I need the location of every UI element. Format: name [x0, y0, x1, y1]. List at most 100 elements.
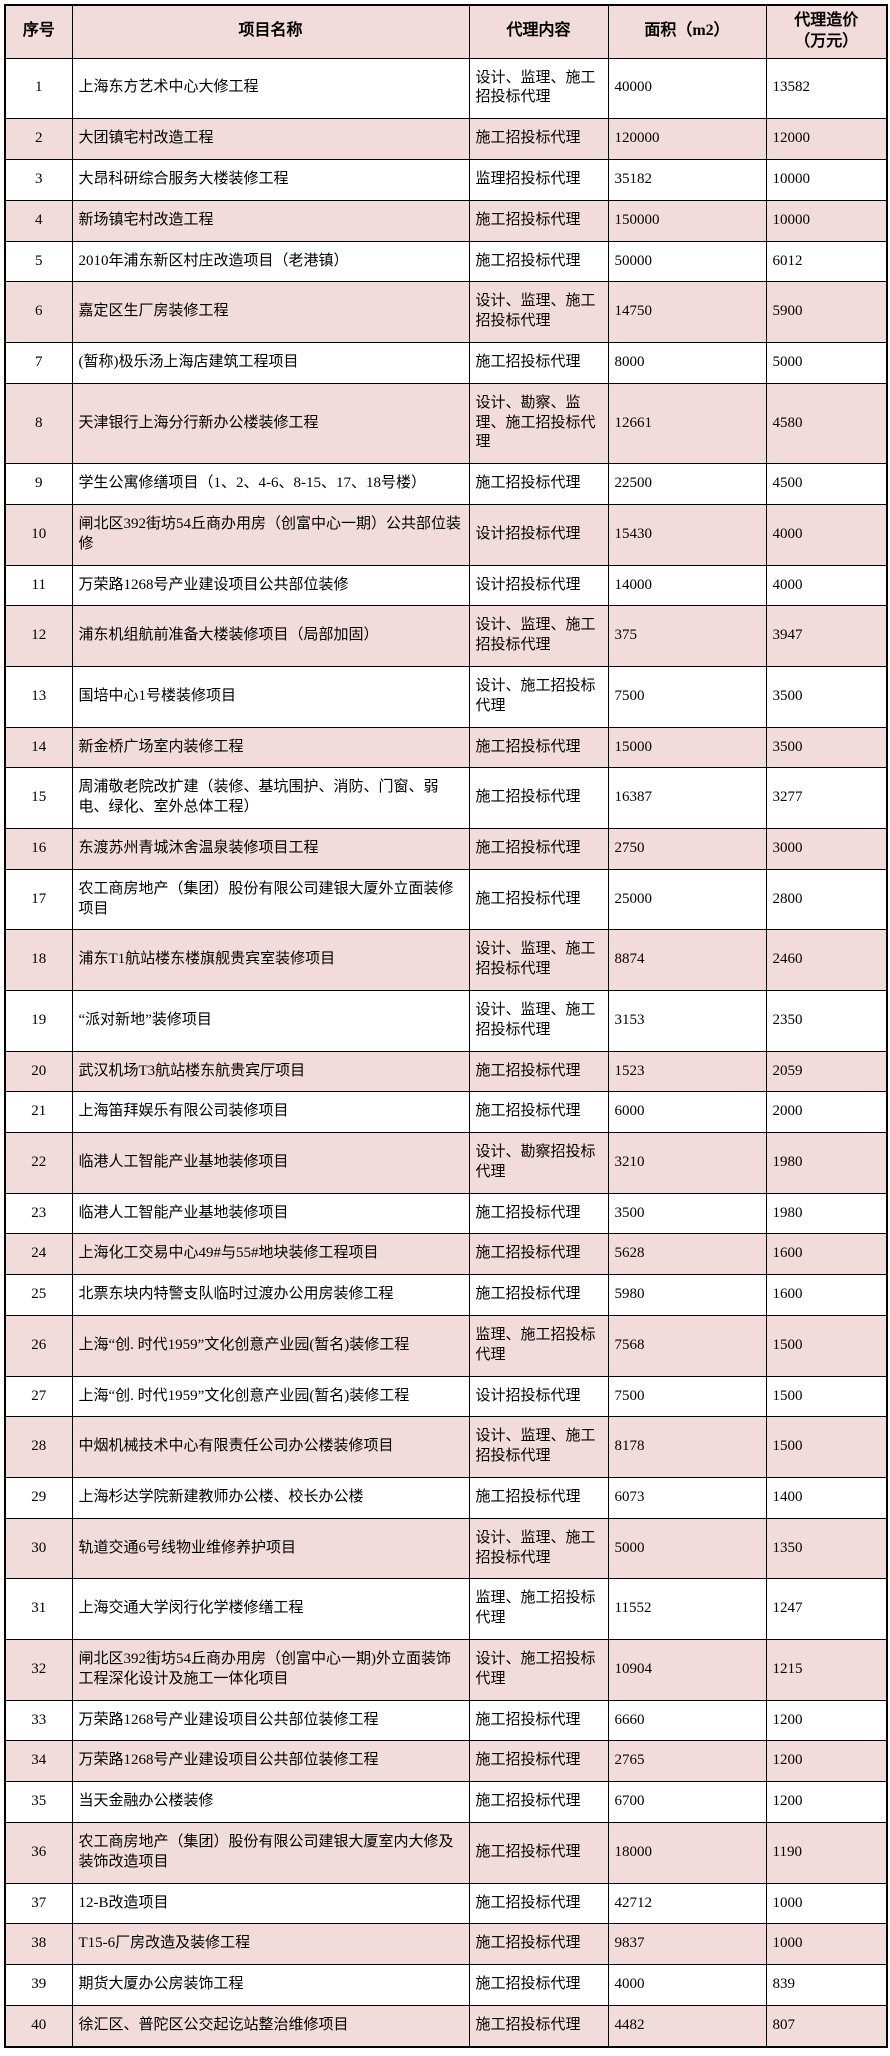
- cell-area: 14000: [607, 564, 767, 607]
- cell-agency: 监理、施工招投标代理: [468, 1578, 609, 1641]
- cell-no: 19: [4, 989, 73, 1052]
- cell-no: 21: [4, 1091, 73, 1134]
- cell-name: 万荣路1268号产业建设项目公共部位装修: [71, 564, 470, 607]
- cell-no: 40: [4, 2005, 73, 2048]
- cell-cost: 6012: [765, 240, 888, 283]
- cell-cost: 5900: [765, 281, 888, 343]
- cell-cost: 4500: [765, 463, 888, 505]
- cell-no: 4: [4, 199, 73, 242]
- cell-name: 上海笛拜娱乐有限公司装修项目: [71, 1091, 470, 1134]
- cell-area: 2750: [607, 827, 767, 870]
- cell-area: 7500: [607, 665, 767, 728]
- cell-cost: 2350: [765, 989, 888, 1052]
- cell-no: 20: [4, 1050, 73, 1093]
- cell-area: 6000: [607, 1091, 767, 1134]
- cell-agency: 设计、监理、施工招投标代理: [468, 1517, 609, 1580]
- cell-cost: 1500: [765, 1375, 888, 1418]
- cell-agency: 监理、施工招投标代理: [468, 1315, 609, 1377]
- cell-cost: 2000: [765, 1091, 888, 1134]
- table-row: 39 期货大厦办公房装饰工程 施工招投标代理 4000 839: [4, 1964, 888, 2007]
- table-row: 26 上海“创. 时代1959”文化创意产业园(暂名)装修工程 监理、施工招投标代理…: [4, 1315, 888, 1377]
- table-row: 8 天津银行上海分行新办公楼装修工程 设计、勘察、监理、施工招投标代理 12661 45…: [4, 382, 888, 465]
- table-row: 10 闸北区392街坊54丘商办用房（创富中心一期）公共部位装修 设计招投标代理 15…: [4, 503, 888, 566]
- cell-no: 2: [4, 118, 73, 160]
- table-row: 29 上海杉达学院新建教师办公楼、校长办公楼 施工招投标代理 6073 1400: [4, 1477, 888, 1519]
- cell-name: 万荣路1268号产业建设项目公共部位装修工程: [71, 1699, 470, 1742]
- cell-agency: 施工招投标代理: [468, 118, 609, 160]
- table-row: 36 农工商房地产（集团）股份有限公司建银大厦室内大修及装饰改造项目 施工招投标代理…: [4, 1822, 888, 1884]
- cell-name: 期货大厦办公房装饰工程: [71, 1964, 470, 2007]
- cell-no: 6: [4, 281, 73, 343]
- cell-cost: 10000: [765, 199, 888, 242]
- cell-area: 8874: [607, 929, 767, 991]
- cell-name: 新场镇宅村改造工程: [71, 199, 470, 242]
- cell-name: 东渡苏州青城沐舍温泉装修项目工程: [71, 827, 470, 870]
- cell-no: 18: [4, 929, 73, 991]
- cell-agency: 设计招投标代理: [468, 564, 609, 607]
- cell-name: 武汉机场T3航站楼东航贵宾厅项目: [71, 1050, 470, 1093]
- table-row: 40 徐汇区、普陀区公交起讫站整治维修项目 施工招投标代理 4482 807: [4, 2005, 888, 2048]
- cell-agency: 施工招投标代理: [468, 341, 609, 384]
- cell-agency: 施工招投标代理: [468, 1781, 609, 1824]
- cell-no: 15: [4, 767, 73, 829]
- cell-agency: 设计、监理、施工招投标代理: [468, 605, 609, 667]
- cell-name: 周浦敬老院改扩建（装修、基坑围护、消防、门窗、弱电、绿化、室外总体工程）: [71, 767, 470, 829]
- cell-area: 6660: [607, 1699, 767, 1742]
- cell-name: 上海东方艺术中心大修工程: [71, 57, 470, 120]
- cell-cost: 13582: [765, 57, 888, 120]
- cell-cost: 3947: [765, 605, 888, 667]
- cell-cost: 3277: [765, 767, 888, 829]
- cell-cost: 3000: [765, 827, 888, 870]
- projects-table: 序号 项目名称 代理内容 面积（m2） 代理造价 （万元） 1 上海东方艺术中心大修工程设…: [4, 4, 888, 2048]
- cell-no: 31: [4, 1578, 73, 1641]
- cell-name: 浦东T1航站楼东楼旗舰贵宾室装修项目: [71, 929, 470, 991]
- cell-no: 35: [4, 1781, 73, 1824]
- table-row: 33 万荣路1268号产业建设项目公共部位装修工程 施工招投标代理 6660 1200: [4, 1699, 888, 1742]
- cell-agency: 施工招投标代理: [468, 240, 609, 283]
- cell-area: 3500: [607, 1192, 767, 1235]
- cell-agency: 设计、勘察招投标代理: [468, 1132, 609, 1194]
- cell-area: 5980: [607, 1274, 767, 1317]
- cell-no: 27: [4, 1375, 73, 1418]
- cell-cost: 1000: [765, 1923, 888, 1966]
- cell-area: 2765: [607, 1740, 767, 1783]
- table-row: 1 上海东方艺术中心大修工程 设计、监理、施工招投标代理 40000 13582: [4, 57, 888, 120]
- column-header-cost: 代理造价 （万元）: [765, 4, 888, 59]
- table-row: 6 嘉定区生厂房装修工程 设计、监理、施工招投标代理 14750 5900: [4, 281, 888, 343]
- table-row: 27 上海“创. 时代1959”文化创意产业园(暂名)装修工程 设计招投标代理 750…: [4, 1375, 888, 1418]
- cell-name: 当天金融办公楼装修: [71, 1781, 470, 1824]
- cell-no: 32: [4, 1639, 73, 1701]
- cell-no: 34: [4, 1740, 73, 1783]
- table-row: 17 农工商房地产（集团）股份有限公司建银大厦外立面装修项目 施工招投标代理 2500…: [4, 868, 888, 931]
- cell-name: 北票东块内特警支队临时过渡办公用房装修工程: [71, 1274, 470, 1317]
- cell-cost: 1600: [765, 1274, 888, 1317]
- cell-cost: 1200: [765, 1699, 888, 1742]
- cell-agency: 施工招投标代理: [468, 1050, 609, 1093]
- cell-no: 26: [4, 1315, 73, 1377]
- cell-agency: 施工招投标代理: [468, 868, 609, 931]
- cell-cost: 4000: [765, 564, 888, 607]
- cell-no: 33: [4, 1699, 73, 1742]
- cell-agency: 施工招投标代理: [468, 1882, 609, 1925]
- header-row: 序号 项目名称 代理内容 面积（m2） 代理造价 （万元）: [4, 4, 888, 59]
- cell-cost: 1215: [765, 1639, 888, 1701]
- cell-name: 大昂科研综合服务大楼装修工程: [71, 158, 470, 201]
- cell-cost: 4580: [765, 382, 888, 465]
- cell-cost: 1400: [765, 1477, 888, 1519]
- cell-cost: 2059: [765, 1050, 888, 1093]
- cell-cost: 807: [765, 2005, 888, 2048]
- cell-no: 16: [4, 827, 73, 870]
- cell-name: 临港人工智能产业基地装修项目: [71, 1132, 470, 1194]
- cell-agency: 施工招投标代理: [468, 726, 609, 769]
- cell-name: 上海“创. 时代1959”文化创意产业园(暂名)装修工程: [71, 1375, 470, 1418]
- cell-area: 50000: [607, 240, 767, 283]
- table-row: 7 (暂称)极乐汤上海店建筑工程项目 施工招投标代理 8000 5000: [4, 341, 888, 384]
- cell-agency: 施工招投标代理: [468, 2005, 609, 2048]
- table-row: 14 新金桥广场室内装修工程 施工招投标代理 15000 3500: [4, 726, 888, 769]
- cell-agency: 监理招投标代理: [468, 158, 609, 201]
- cell-name: T15-6厂房改造及装修工程: [71, 1923, 470, 1966]
- cell-cost: 5000: [765, 341, 888, 384]
- cell-agency: 设计、监理、施工招投标代理: [468, 1416, 609, 1479]
- cell-area: 375: [607, 605, 767, 667]
- cell-no: 39: [4, 1964, 73, 2007]
